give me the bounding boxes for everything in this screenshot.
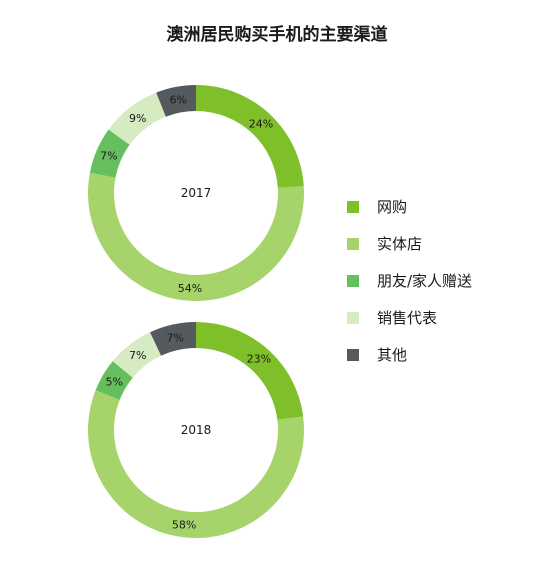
legend-label-4: 其他	[377, 346, 407, 364]
donut-2018-label-0: 23%	[247, 353, 271, 366]
donut-2018-slice-3	[112, 332, 162, 378]
donut-2018-label-3: 7%	[129, 349, 146, 362]
chart-title: 澳洲居民购买手机的主要渠道	[167, 24, 388, 45]
donut-2017-slice-2	[89, 129, 130, 178]
donut-2018-slice-1	[87, 390, 304, 539]
donut-2018-label-2: 5%	[106, 376, 123, 389]
donut-2017-slice-3	[108, 92, 166, 145]
donut-2018-slice-4	[150, 322, 196, 356]
legend-swatch-1	[347, 238, 359, 250]
legend-label-0: 网购	[377, 198, 407, 216]
donut-center-label-2017: 2017	[181, 186, 212, 200]
donut-2018-slice-0	[196, 322, 304, 420]
donut-2017-slice-0	[196, 85, 304, 188]
donut-2017-slice-4	[156, 85, 196, 117]
legend-swatch-0	[347, 201, 359, 213]
legend-label-2: 朋友/家人赠送	[377, 272, 472, 290]
donut-2018-slice-2	[95, 361, 133, 400]
donut-2017-label-4: 6%	[169, 94, 186, 107]
legend-swatch-4	[347, 349, 359, 361]
donut-2018-label-1: 58%	[172, 518, 196, 531]
donut-charts: 24% 54% 7% 9% 6% 2017 23% 58% 5% 7% 7% 2018	[87, 85, 305, 539]
donut-2017-label-0: 24%	[249, 118, 273, 131]
legend-label-1: 实体店	[377, 235, 422, 253]
donut-center-label-2018: 2018	[181, 423, 212, 437]
legend-label-3: 销售代表	[377, 309, 437, 327]
donut-2017-label-2: 7%	[100, 149, 117, 162]
legend-swatch-3	[347, 312, 359, 324]
donut-2017-label-3: 9%	[129, 112, 146, 125]
legend-swatch-2	[347, 275, 359, 287]
donut-2018-label-4: 7%	[167, 331, 184, 344]
donut-2017-label-1: 54%	[178, 282, 202, 295]
donut-2017-slice-1	[88, 172, 305, 301]
